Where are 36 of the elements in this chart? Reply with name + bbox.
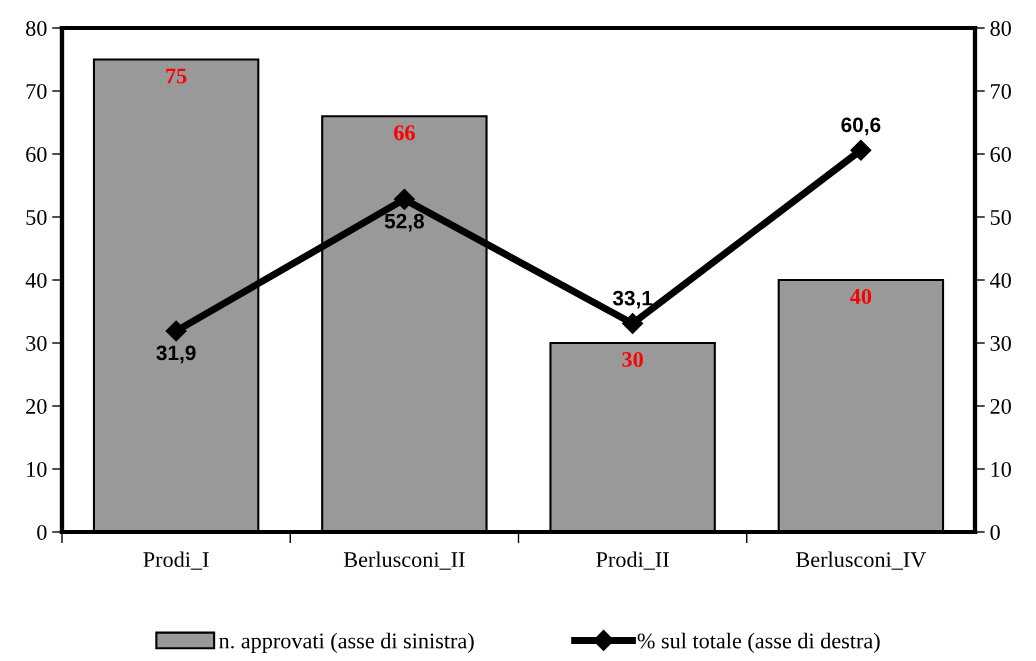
data-label: 30 [622, 351, 643, 367]
legend-label: n. approvati (asse di sinistra) [219, 632, 474, 653]
y2-tick-label: 70 [991, 83, 1011, 99]
x-tick-label: Prodi_II [596, 551, 669, 570]
data-label: 31,9 [156, 345, 196, 364]
y-tick-label: 70 [26, 83, 47, 99]
y-tick-label: 60 [26, 146, 47, 162]
point [622, 312, 644, 334]
y2-tick-label: 50 [990, 209, 1011, 225]
y-tick-label: 0 [37, 524, 47, 540]
y-tick-label: 50 [26, 209, 47, 225]
point [850, 139, 872, 161]
point [393, 188, 415, 210]
data-label: 33,1 [612, 290, 653, 309]
point [165, 320, 187, 342]
y2-tick-label: 10 [991, 461, 1011, 477]
y-tick-label: 10 [27, 461, 47, 477]
y2-tick-label: 40 [990, 272, 1011, 288]
data-label: 40 [850, 288, 872, 304]
y-tick-label: 30 [26, 335, 47, 351]
data-label: 66 [394, 125, 415, 141]
y-tick-label: 20 [26, 398, 47, 414]
data-label: 75 [166, 68, 187, 84]
y-tick-label: 80 [26, 20, 47, 36]
y2-tick-label: 30 [990, 335, 1011, 351]
y2-tick-label: 60 [990, 146, 1011, 162]
legend-label: % sul totale (asse di destra) [637, 632, 880, 653]
data-label: 60,6 [841, 117, 881, 136]
x-tick-label: Prodi_I [143, 551, 209, 570]
data-label: 52,8 [384, 213, 425, 232]
x-tick-label: Berlusconi_IV [796, 551, 927, 570]
y-tick-label: 40 [25, 272, 47, 288]
x-tick-label: Berlusconi_II [343, 551, 465, 570]
y2-tick-label: 80 [990, 20, 1011, 36]
y2-tick-label: 20 [990, 398, 1011, 414]
y2-tick-label: 0 [990, 524, 1000, 540]
